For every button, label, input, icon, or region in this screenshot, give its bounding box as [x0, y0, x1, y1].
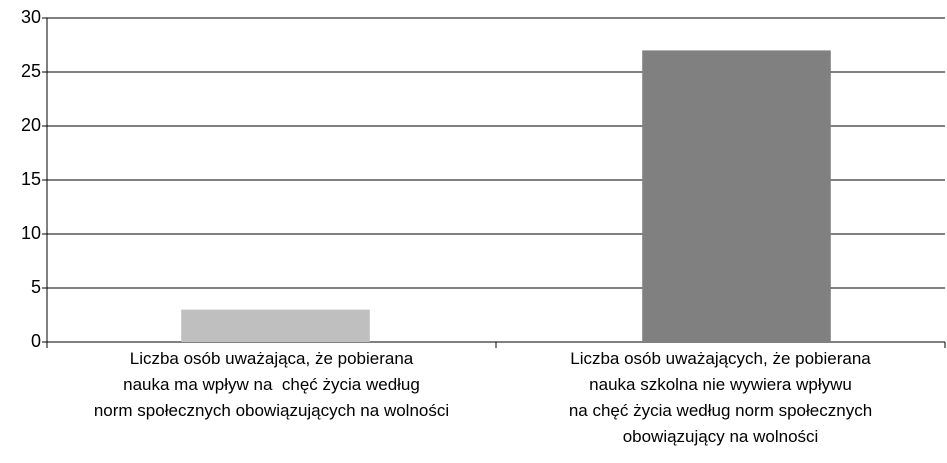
y-tick-label: 5	[31, 277, 41, 297]
y-tick-label: 30	[21, 7, 41, 27]
y-tick-label: 0	[31, 331, 41, 351]
y-tick-label: 15	[21, 169, 41, 189]
x-tick-label: Liczba osób uważająca, że pobierana nauk…	[93, 349, 450, 420]
y-tick-label: 10	[21, 223, 41, 243]
y-tick-label: 25	[21, 61, 41, 81]
bar	[642, 50, 831, 343]
x-tick-label: Liczba osób uważających, że pobierana na…	[568, 349, 873, 446]
bar	[181, 309, 370, 342]
y-tick-label: 20	[21, 115, 41, 135]
